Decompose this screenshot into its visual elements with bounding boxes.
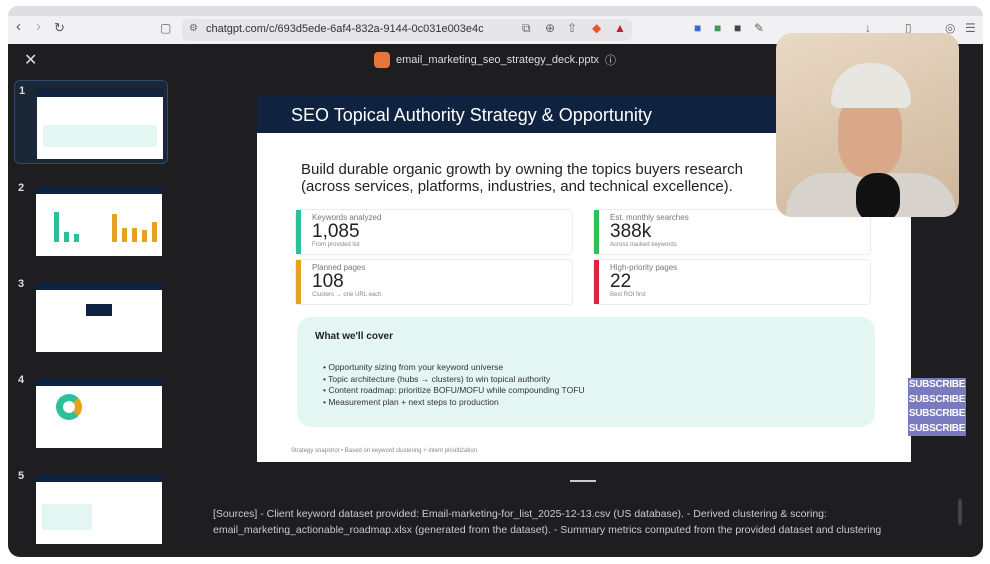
metric-card: Est. monthly searches 388k Across tracked … (593, 209, 871, 255)
cover-title: What we'll cover (315, 331, 393, 342)
subscribe-text: SUBSCRIBE (908, 422, 966, 434)
vpn-icon[interactable]: ◎ (945, 21, 956, 35)
brave-rewards-icon[interactable]: ▲ (614, 21, 626, 35)
accent-bar (296, 210, 301, 254)
download-icon[interactable]: ↓ (865, 21, 871, 35)
extension-icon[interactable]: ■ (694, 21, 702, 35)
metric-card: Planned pages 108 Clusters → one URL each (295, 259, 573, 305)
cover-item: • Content roadmap: prioritize BOFU/MOFU … (323, 385, 585, 395)
pen-icon[interactable]: ✎ (754, 21, 765, 35)
cover-box: What we'll cover • Opportunity sizing fr… (297, 317, 875, 427)
slide-subtitle: Build durable organic growth by owning t… (301, 161, 743, 195)
subscribe-text: SUBSCRIBE (908, 408, 966, 419)
thumbnail-slide-3[interactable]: 3 (14, 274, 168, 358)
subscribe-text: SUBSCRIBE (908, 379, 966, 390)
extension-icon[interactable]: ■ (734, 21, 742, 35)
file-name: email_marketing_seo_strategy_deck.pptx (396, 54, 600, 66)
resize-handle[interactable] (570, 480, 596, 482)
close-button[interactable]: ✕ (24, 52, 38, 69)
microphone (856, 173, 900, 217)
accent-bar (296, 260, 301, 304)
metric-card: Keywords analyzed 1,085 From provided list (295, 209, 573, 255)
thumbnail-slide-5[interactable]: 5 (14, 466, 168, 550)
metric-card: High-priority pages 22 Best ROI first (593, 259, 871, 305)
cover-item: • Measurement plan + next steps to produ… (323, 396, 499, 407)
reload-button[interactable]: ↻ (54, 20, 65, 35)
bookmark-icon[interactable]: ▢ (160, 21, 172, 35)
share-icon[interactable]: ⇧ (567, 21, 578, 35)
zoom-icon[interactable]: ⊕ (545, 21, 556, 35)
address-bar[interactable]: ⚙ chatgpt.com/c/693d5ede-6af4-832a-9144-0… (182, 19, 632, 41)
forward-button[interactable]: › (36, 18, 41, 35)
thumbnail-slide-1[interactable]: 1 (14, 80, 168, 164)
thumbnail-slide-4[interactable]: 4 (14, 370, 168, 454)
menu-icon[interactable]: ☰ (965, 21, 976, 35)
file-title: email_marketing_seo_strategy_deck.pptx ⓘ (374, 52, 616, 68)
scrollbar[interactable] (958, 499, 962, 525)
open-external-icon[interactable]: ⧉ (522, 21, 531, 35)
accent-bar (594, 210, 599, 254)
subscribe-text: SUBSCRIBE (908, 393, 966, 405)
brave-shield-icon[interactable]: ◆ (592, 21, 602, 35)
thumbnail-slide-2[interactable]: 2 (14, 178, 168, 262)
tab-strip (8, 6, 983, 16)
url-text: chatgpt.com/c/693d5ede-6af4-832a-9144-0c… (206, 23, 484, 35)
pptx-file-icon (374, 52, 390, 68)
subscribe-overlay: SUBSCRIBE SUBSCRIBE SUBSCRIBE SUBSCRIBE (908, 378, 966, 436)
slide-footer: Strategy snapshot • Based on keyword clu… (291, 448, 478, 454)
site-settings-icon[interactable]: ⚙ (189, 23, 198, 34)
speaker-notes: [Sources] - Client keyword dataset provi… (213, 508, 882, 536)
cover-item: • Topic architecture (hubs → clusters) t… (323, 373, 551, 384)
back-button[interactable]: ‹ (16, 18, 21, 35)
accent-bar (594, 260, 599, 304)
cover-item: • Opportunity sizing from your keyword u… (323, 362, 504, 372)
extension-icon[interactable]: ■ (714, 21, 722, 35)
info-icon[interactable]: ⓘ (605, 55, 617, 67)
webcam-overlay (776, 33, 959, 217)
sidebar-icon[interactable]: ▯ (905, 21, 912, 35)
